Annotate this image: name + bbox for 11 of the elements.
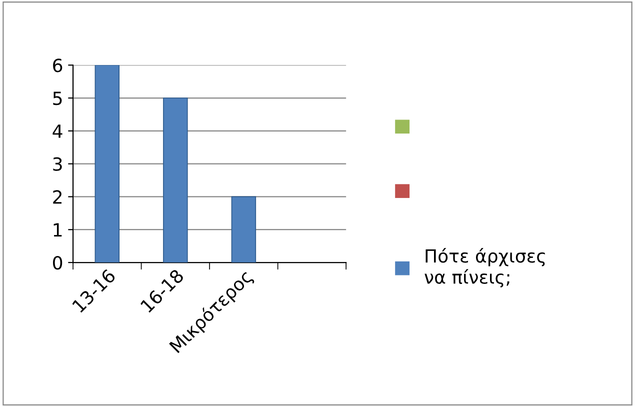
y-tick-label: 0: [53, 256, 62, 270]
legend-label: Πότε άρχισες να πίνεις;: [424, 248, 545, 288]
bar: [163, 98, 188, 263]
y-tick-label: 2: [53, 190, 62, 204]
bar: [231, 196, 256, 263]
bar: [94, 65, 120, 263]
y-tick-label: 1: [54, 223, 62, 236]
y-tick-label: 6: [53, 58, 62, 72]
y-tick-label: 5: [53, 92, 62, 106]
y-tick-label: 4: [52, 124, 62, 138]
y-tick-label: 3: [53, 157, 62, 171]
